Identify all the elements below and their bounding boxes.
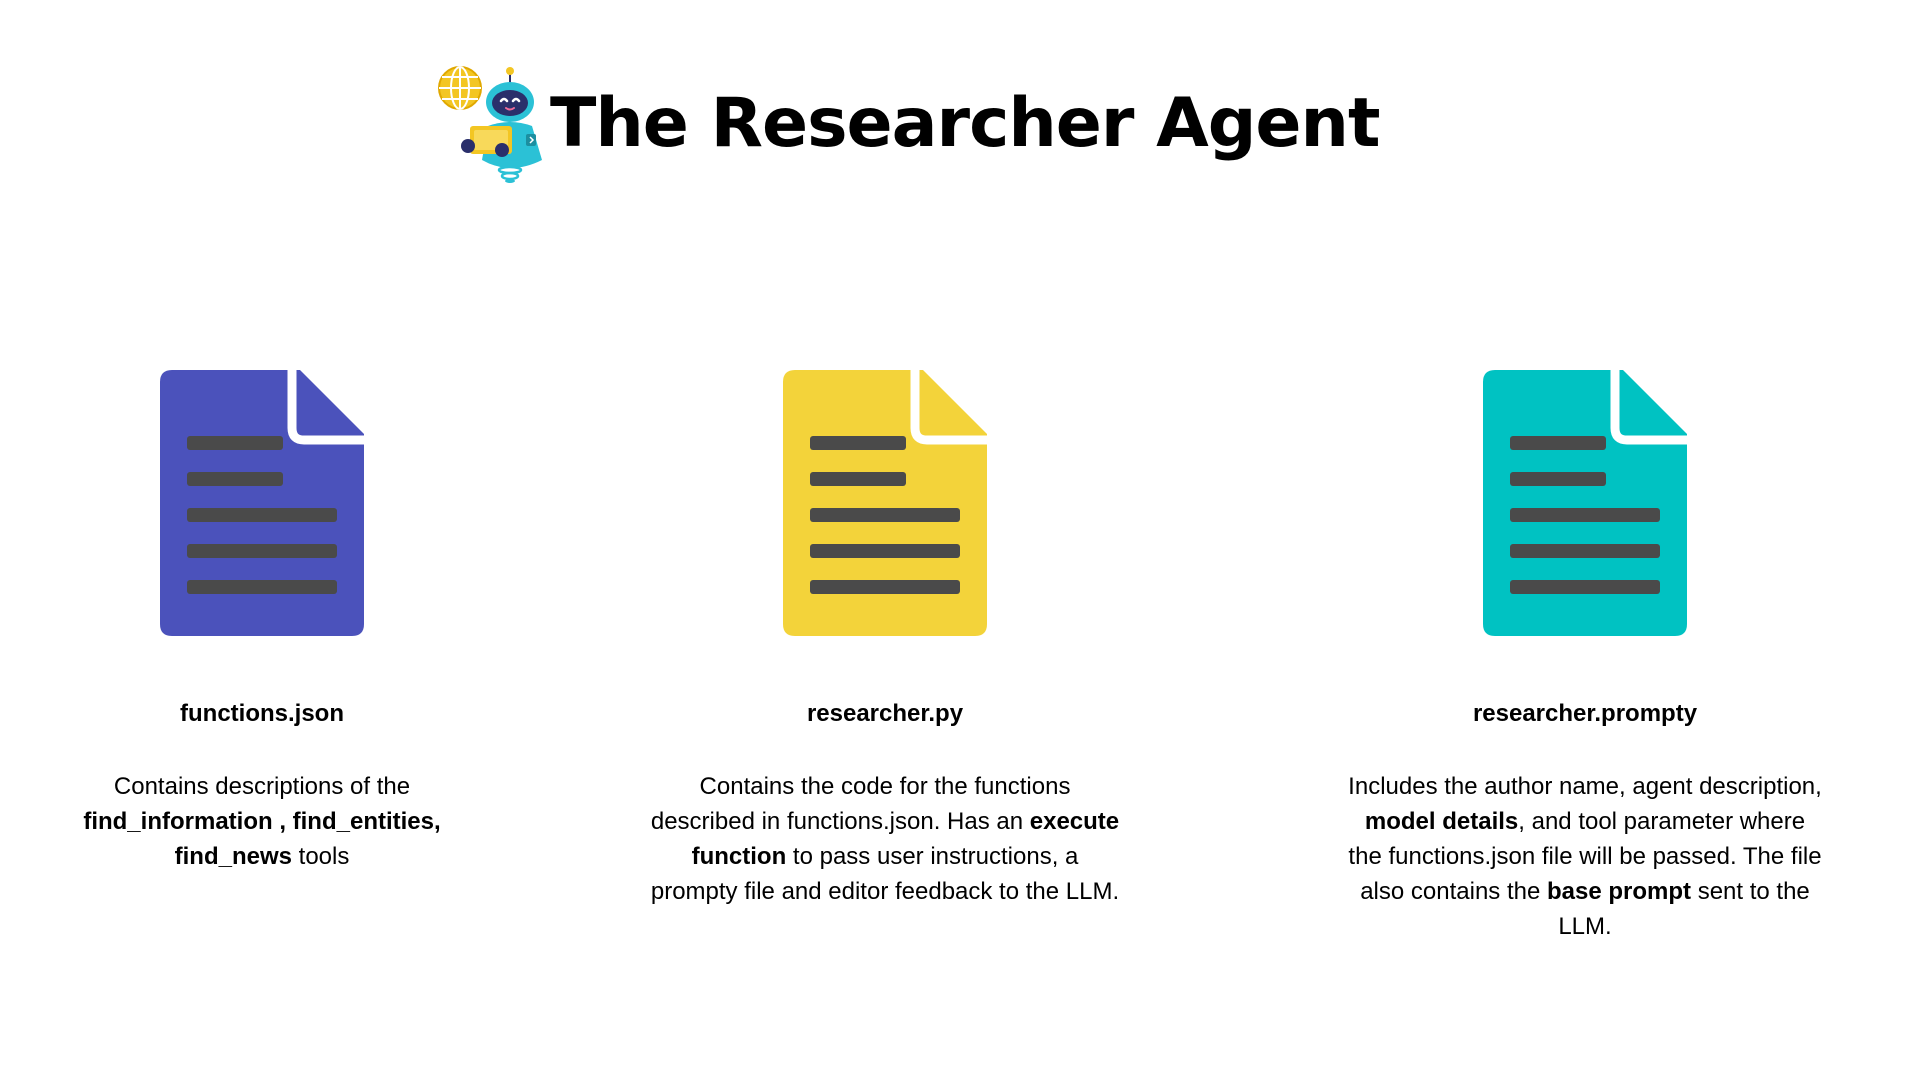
file-card-researcher-prompty: researcher.prompty Includes the author n… [1345, 370, 1825, 944]
document-body [160, 370, 364, 636]
document-icon [160, 370, 364, 636]
document-icon [783, 370, 987, 636]
file-card-functions-json: functions.json Contains descriptions of … [22, 370, 502, 874]
document-fold [1610, 370, 1687, 445]
document-body [783, 370, 987, 636]
file-description: Contains descriptions of the find_inform… [83, 772, 441, 870]
file-card-researcher-py: researcher.py Contains the code for the … [645, 370, 1125, 909]
document-fold [287, 370, 364, 445]
document-icon [1483, 370, 1687, 636]
file-description: Includes the author name, agent descript… [1348, 772, 1822, 940]
file-description: Contains the code for the functions desc… [650, 772, 1120, 905]
file-name: researcher.prompty [1472, 700, 1698, 727]
robot-icon [438, 66, 542, 183]
document-fold [910, 370, 987, 445]
page-title: The Researcher Agent [550, 84, 1380, 163]
file-name: researcher.py [806, 700, 964, 727]
file-name: functions.json [180, 700, 344, 727]
document-body [1483, 370, 1687, 636]
header: The Researcher Agent [438, 64, 1380, 184]
